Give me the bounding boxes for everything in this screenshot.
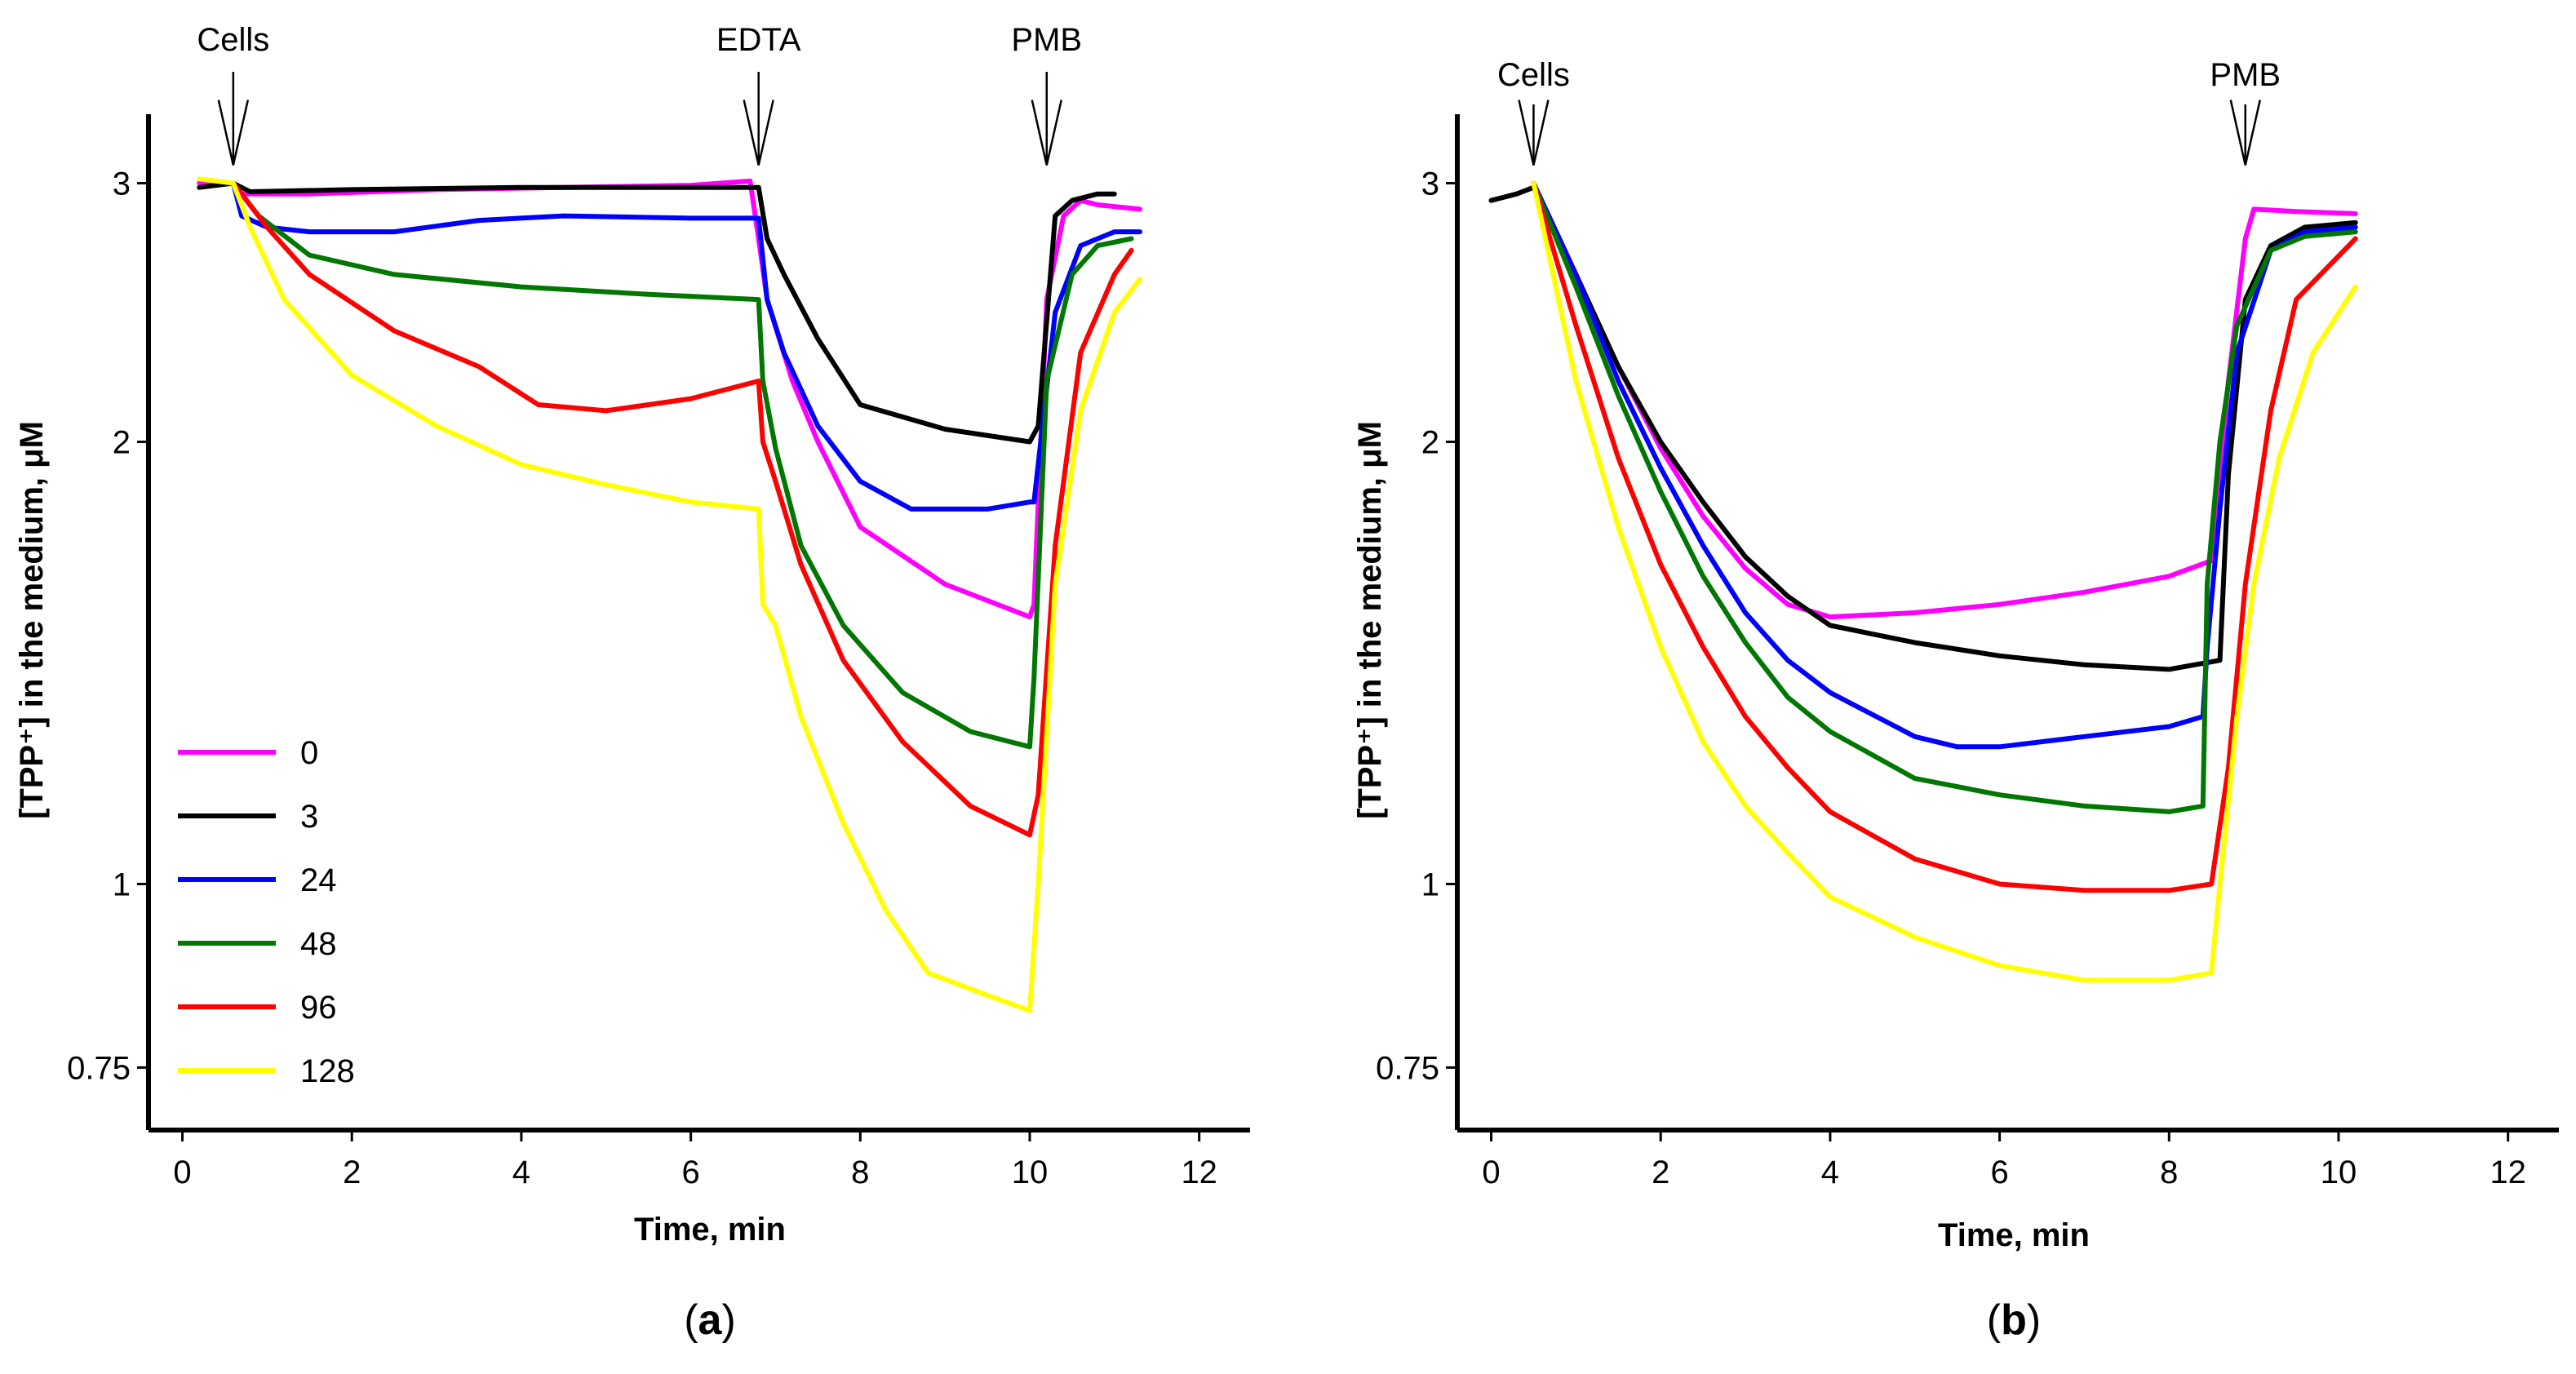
x-tick-label-b: 4	[1821, 1155, 1839, 1190]
y-tick-label-a: 0.75	[67, 1050, 131, 1086]
series-line-b-0	[1531, 180, 2358, 620]
legend-label-128: 128	[300, 1053, 355, 1089]
x-axis-title-a: Time, min	[634, 1212, 786, 1248]
x-tick-label-a: 10	[1012, 1155, 1049, 1190]
series-line-a-3	[197, 180, 1117, 445]
y-tick-label-b: 1	[1421, 867, 1439, 902]
annotations-a: Cells EDTA PMB	[197, 22, 1082, 166]
series-line-a-24	[230, 180, 1142, 512]
series-line-a-48	[230, 180, 1134, 750]
series-line-b-128	[1531, 180, 2358, 983]
x-tick-label-a: 6	[681, 1155, 699, 1190]
x-tick-label-a: 4	[512, 1155, 530, 1190]
panel-letter-a: a	[698, 1296, 723, 1344]
y-axis-title-a: [TPP⁺] in the medium, μM	[14, 421, 50, 819]
panel-letter-b: b	[2001, 1296, 2027, 1344]
series-layer-b	[1488, 180, 2358, 983]
x-tick-label-b: 0	[1482, 1155, 1500, 1190]
panel-label-a: (a)	[684, 1296, 736, 1344]
y-tick-label-b: 0.75	[1376, 1050, 1439, 1086]
legend-label-3: 3	[300, 799, 318, 835]
y-tick-label-a: 1	[113, 867, 131, 902]
x-tick-label-b: 10	[2321, 1155, 2357, 1190]
x-axis-title-b: Time, min	[1938, 1217, 2090, 1253]
legend-label-24: 24	[300, 862, 337, 898]
annotation-arrowhead-b-cells	[1518, 100, 1550, 166]
panel-label-b: (b)	[1987, 1296, 2041, 1344]
x-tick-label-b: 8	[2160, 1155, 2178, 1190]
legend-label-0: 0	[300, 735, 318, 771]
annotations-b: Cells PMB	[1497, 57, 2281, 166]
annotation-label-b-cells: Cells	[1497, 57, 1570, 93]
y-tick-label-b: 2	[1421, 425, 1439, 461]
annotation-arrowhead-a-pmb	[1031, 100, 1062, 166]
x-tick-label-b: 6	[1990, 1155, 2008, 1190]
legend-label-48: 48	[300, 926, 337, 962]
series-line-a-0	[197, 178, 1142, 620]
series-line-b-96	[1531, 180, 2358, 893]
x-tick-label-a: 8	[851, 1155, 869, 1190]
x-tick-label-a: 12	[1181, 1155, 1217, 1190]
annotation-label-a-cells: Cells	[197, 22, 269, 58]
annotation-arrowhead-b-pmb	[2229, 100, 2261, 166]
series-layer-a	[197, 176, 1142, 1013]
annotation-label-b-pmb: PMB	[2210, 57, 2281, 93]
x-tick-label-b: 2	[1652, 1155, 1669, 1190]
x-tick-label-b: 12	[2490, 1155, 2526, 1190]
y-tick-label-a: 3	[113, 166, 131, 202]
series-line-b-48	[1531, 180, 2358, 814]
annotation-label-a-edta: EDTA	[716, 22, 801, 58]
series-line-a-128	[197, 176, 1142, 1013]
series-line-b-24	[1531, 180, 2358, 750]
annotation-arrowhead-a-edta	[743, 100, 774, 166]
y-axis-title-b: [TPP⁺] in the medium, μM	[1352, 421, 1388, 819]
legend-a: 0 3 24 48 96 128	[178, 735, 355, 1089]
annotation-label-a-pmb: PMB	[1011, 22, 1082, 58]
x-tick-label-a: 2	[343, 1155, 361, 1190]
annotation-arrowhead-a-cells	[217, 100, 250, 166]
y-tick-label-b: 3	[1421, 166, 1439, 202]
x-tick-label-a: 0	[173, 1155, 191, 1190]
y-tick-label-a: 2	[113, 425, 131, 461]
legend-label-96: 96	[300, 990, 337, 1026]
series-line-a-96	[230, 180, 1134, 838]
